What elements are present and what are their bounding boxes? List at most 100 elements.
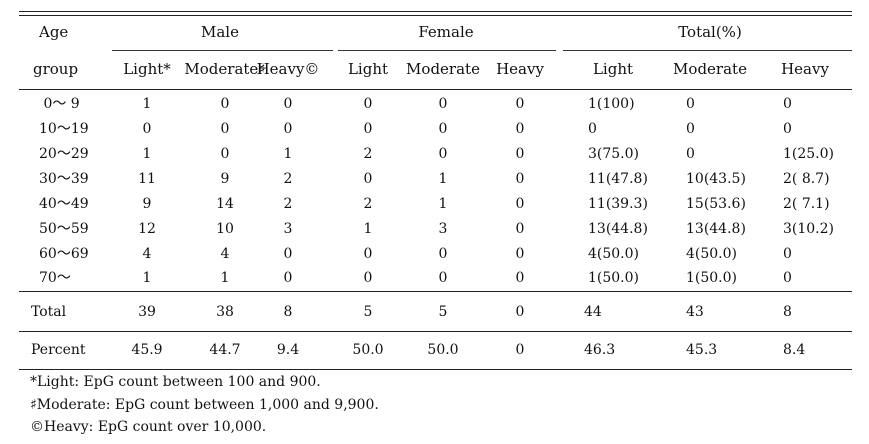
percent-cell: 0 xyxy=(515,342,525,358)
table-cell: 2 xyxy=(283,171,293,187)
table-cell: 0 xyxy=(283,121,293,137)
total-cell: 8 xyxy=(283,304,293,320)
table-cell: 2 xyxy=(363,146,373,162)
total-heavy-header: Heavy xyxy=(781,60,829,78)
table-cell: 0 xyxy=(515,171,525,187)
male-light-header: Light* xyxy=(123,60,171,78)
percent-cell: 8.4 xyxy=(783,342,806,358)
table-cell: 1 xyxy=(438,196,448,212)
table-cell: 0 xyxy=(283,270,293,286)
age-group-label: 0〜 9 xyxy=(39,96,80,112)
table-cell: 0 xyxy=(515,270,525,286)
table-cell: 0 xyxy=(438,96,448,112)
percent-cell: 45.3 xyxy=(686,342,718,358)
table-cell: 11 xyxy=(138,171,156,187)
table-cell: 9 xyxy=(142,196,152,212)
table-cell: 1(25.0) xyxy=(783,146,835,162)
male-header: Male xyxy=(201,23,239,41)
total-cell: 39 xyxy=(138,304,156,320)
total-cell: 38 xyxy=(216,304,234,320)
total-group-rule xyxy=(563,50,852,51)
table-cell: 3(75.0) xyxy=(588,146,640,162)
footnote-heavy: ©Heavy: EpG count over 10,000. xyxy=(30,419,267,435)
table-cell: 0 xyxy=(220,146,230,162)
table-cell: 0 xyxy=(783,246,792,262)
age-group-label: 30〜39 xyxy=(39,171,89,187)
table-cell: 2( 7.1) xyxy=(783,196,830,212)
table-cell: 1 xyxy=(438,171,448,187)
table-cell: 0 xyxy=(438,121,448,137)
table-cell: 0 xyxy=(142,121,152,137)
age-group-label: 70〜 xyxy=(39,270,71,286)
male-moderate-header: Moderate♯ xyxy=(184,60,266,78)
table-cell: 0 xyxy=(588,121,597,137)
table-cell: 0 xyxy=(515,96,525,112)
table-cell: 1 xyxy=(142,96,152,112)
table-cell: 0 xyxy=(783,121,792,137)
table-cell: 0 xyxy=(515,196,525,212)
percent-cell: 50.0 xyxy=(352,342,384,358)
percent-cell: 9.4 xyxy=(276,342,300,358)
table-cell: 1(50.0) xyxy=(588,270,640,286)
table-cell: 4 xyxy=(220,246,230,262)
table-cell: 14 xyxy=(216,196,234,212)
table-cell: 12 xyxy=(138,221,156,237)
table-cell: 1 xyxy=(363,221,373,237)
female-light-header: Light xyxy=(347,60,389,78)
total-rule xyxy=(19,291,852,292)
table-cell: 0 xyxy=(515,246,525,262)
table-cell: 0 xyxy=(283,96,293,112)
table-cell: 11(47.8) xyxy=(588,171,648,187)
table-cell: 10(43.5) xyxy=(686,171,746,187)
total-moderate-header: Moderate xyxy=(673,60,747,78)
table-cell: 0 xyxy=(438,270,448,286)
female-header: Female xyxy=(418,23,474,41)
age-group-label: 40〜49 xyxy=(39,196,89,212)
female-heavy-header: Heavy xyxy=(496,60,544,78)
footnote-light: *Light: EpG count between 100 and 900. xyxy=(30,374,321,390)
age-group-label: 10〜19 xyxy=(39,121,89,137)
table-cell: 2 xyxy=(283,196,293,212)
total-pct-header: Total(%) xyxy=(678,23,742,41)
table-cell: 13(44.8) xyxy=(588,221,648,237)
table-cell: 2( 8.7) xyxy=(783,171,830,187)
total-row-label: Total xyxy=(31,304,67,320)
table-cell: 0 xyxy=(363,246,373,262)
table-cell: 0 xyxy=(438,146,448,162)
table-cell: 10 xyxy=(216,221,234,237)
header-rule xyxy=(19,89,852,90)
female-group-rule xyxy=(338,50,556,51)
total-cell: 5 xyxy=(438,304,448,320)
table-cell: 0 xyxy=(515,221,525,237)
total-cell: 8 xyxy=(783,304,792,320)
table-cell: 4(50.0) xyxy=(686,246,738,262)
table-cell: 0 xyxy=(363,171,373,187)
percent-cell: 45.9 xyxy=(131,342,163,358)
percent-cell: 46.3 xyxy=(584,342,616,358)
table-cell: 13(44.8) xyxy=(686,221,746,237)
table-cell: 0 xyxy=(515,146,525,162)
table-cell: 1 xyxy=(220,270,230,286)
table-cell: 3(10.2) xyxy=(783,221,835,237)
table-cell: 4 xyxy=(142,246,152,262)
male-heavy-header: Heavy© xyxy=(256,60,320,78)
age-header: Age xyxy=(39,23,69,41)
bottom-rule xyxy=(19,369,852,370)
table-cell: 0 xyxy=(220,121,230,137)
table-cell: 2 xyxy=(363,196,373,212)
percent-cell: 50.0 xyxy=(427,342,459,358)
percent-rule xyxy=(19,331,852,332)
age-group-label: 60〜69 xyxy=(39,246,89,262)
total-cell: 5 xyxy=(363,304,373,320)
table-cell: 0 xyxy=(220,96,230,112)
table-cell: 0 xyxy=(283,246,293,262)
table-cell: 1(50.0) xyxy=(686,270,738,286)
female-moderate-header: Moderate xyxy=(406,60,480,78)
table-cell: 0 xyxy=(515,121,525,137)
top-rule-double xyxy=(19,15,852,16)
table-cell: 1 xyxy=(142,270,152,286)
percent-row-label: Percent xyxy=(31,342,86,358)
age-group-label: 20〜29 xyxy=(39,146,89,162)
table-cell: 1 xyxy=(142,146,152,162)
table-cell: 1(100) xyxy=(588,96,635,112)
